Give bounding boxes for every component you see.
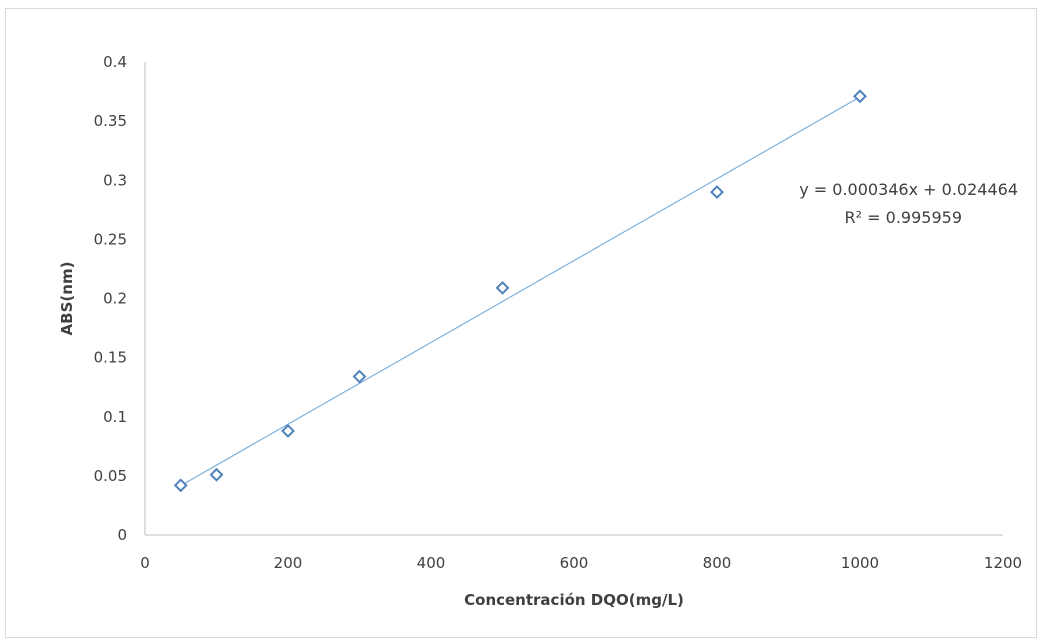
chart-area: [5, 8, 1037, 638]
y-tick-label: 0.3: [103, 171, 127, 189]
x-tick-label: 800: [703, 554, 732, 572]
data-point: [173, 478, 188, 493]
y-tick-label: 0.15: [94, 349, 127, 367]
data-point: [853, 89, 867, 104]
x-tick-label: 400: [417, 554, 446, 572]
y-axis-title: ABS(nm): [58, 262, 76, 336]
trendline-equation: y = 0.000346x + 0.024464: [799, 180, 1018, 199]
y-axis-ticks: 0 0.05 0.1 0.15 0.2 0.25 0.3 0.35 0.4: [94, 53, 127, 544]
axes: [144, 62, 1003, 536]
data-point: [352, 369, 367, 384]
x-axis-title: Concentración DQO(mg/L): [464, 591, 684, 609]
y-tick-label: 0.2: [103, 290, 127, 308]
y-tick-label: 0: [117, 526, 127, 544]
y-tick-label: 0.35: [94, 112, 127, 130]
trendline: [180, 96, 861, 487]
data-points: [173, 89, 867, 493]
data-point: [710, 185, 724, 199]
data-point: [209, 467, 224, 482]
y-tick-label: 0.25: [94, 230, 127, 248]
x-tick-label: 1200: [984, 554, 1022, 572]
y-tick-label: 0.1: [103, 408, 127, 426]
x-tick-label: 1000: [841, 554, 879, 572]
x-tick-label: 0: [140, 554, 150, 572]
y-tick-label: 0.4: [103, 53, 127, 71]
x-tick-label: 600: [560, 554, 589, 572]
x-axis-ticks: 0 200 400 600 800 1000 1200: [140, 554, 1022, 572]
data-point: [495, 280, 510, 295]
data-point: [281, 424, 295, 438]
x-tick-label: 200: [274, 554, 303, 572]
y-tick-label: 0.05: [94, 467, 127, 485]
trendline-r-squared: R² = 0.995959: [845, 208, 962, 227]
